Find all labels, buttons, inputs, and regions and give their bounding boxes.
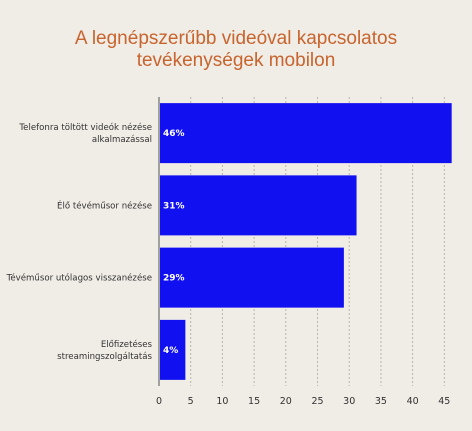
bar (160, 103, 452, 164)
category-label: Tévéműsor utólagos visszanézése (6, 273, 152, 284)
x-tick-label: 40 (407, 396, 419, 407)
category-label: Élő tévéműsor nézése (57, 199, 152, 211)
category-label: alkalmazással (92, 135, 152, 145)
x-tick-label: 30 (343, 396, 355, 407)
x-axis-ticks: 0 5 10 15 20 25 30 35 40 45 (156, 396, 450, 407)
chart-title-line-2: tevékenységek mobilon (136, 50, 336, 71)
x-tick-label: 25 (311, 396, 323, 407)
x-tick-label: 15 (248, 396, 260, 407)
chart-title-line-1: A legnépszerűbb videóval kapcsolatos (74, 28, 398, 49)
data-label: 29% (163, 274, 185, 284)
x-tick-label: 45 (438, 396, 450, 407)
category-label: Telefonra töltött videók nézése (18, 122, 152, 133)
x-tick-label: 20 (280, 396, 292, 407)
data-label: 46% (163, 129, 185, 139)
category-labels: Telefonra töltött videók nézése alkalmazá… (6, 122, 153, 362)
x-tick-label: 10 (216, 396, 228, 407)
category-label: streamingszolgáltatás (57, 352, 152, 362)
x-tick-label: 0 (156, 396, 162, 407)
data-label: 31% (163, 201, 185, 211)
bars-layer: 46% 31% 29% 4% (160, 103, 452, 380)
x-tick-label: 35 (375, 396, 387, 407)
bar (160, 319, 186, 380)
data-label: 4% (163, 346, 178, 356)
bar (160, 247, 344, 308)
category-label: Előfizetéses (101, 339, 153, 350)
chart-title: A legnépszerűbb videóval kapcsolatos tev… (0, 28, 472, 72)
x-tick-label: 5 (188, 396, 194, 407)
bar (160, 175, 357, 236)
